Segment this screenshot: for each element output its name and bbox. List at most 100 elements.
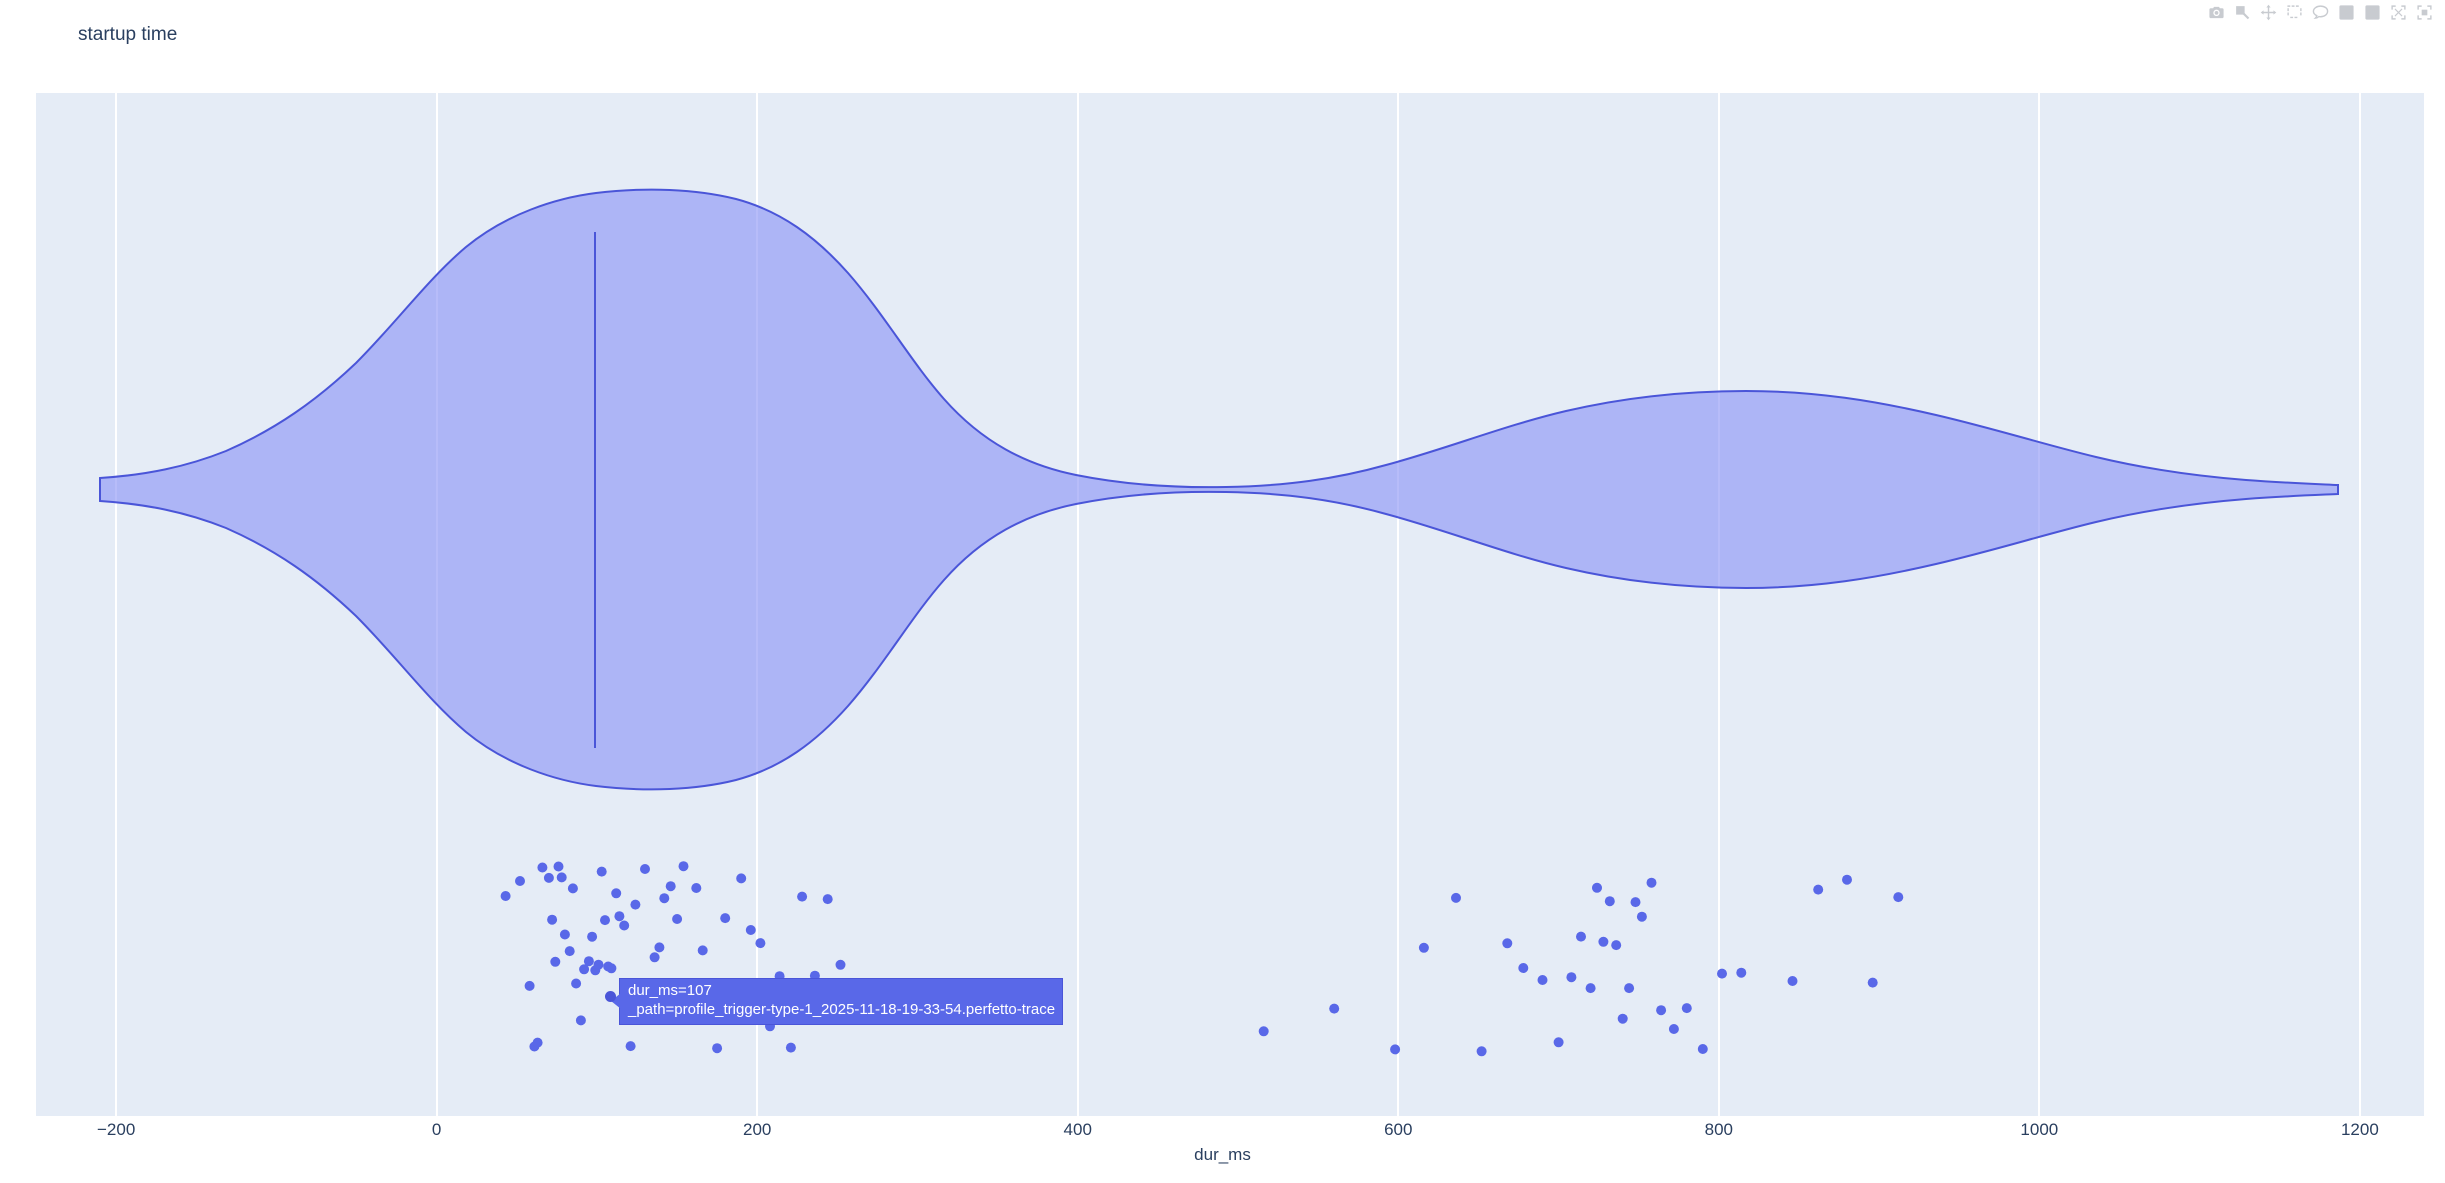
scatter-point[interactable]: [678, 861, 689, 872]
scatter-point[interactable]: [1611, 940, 1622, 951]
scatter-point[interactable]: [1842, 874, 1852, 885]
scatter-point[interactable]: [543, 872, 554, 883]
scatter-point[interactable]: [1656, 1005, 1667, 1016]
scatter-point[interactable]: [1451, 892, 1461, 903]
scatter-point[interactable]: [1476, 1046, 1487, 1057]
scatter-point[interactable]: [640, 864, 650, 874]
violin-body[interactable]: [99, 188, 2339, 791]
scatter-point[interactable]: [575, 1015, 586, 1026]
scatter-point[interactable]: [532, 1037, 543, 1048]
scatter-point[interactable]: [835, 959, 846, 970]
plot-area[interactable]: [36, 93, 2424, 1116]
scatter-point[interactable]: [579, 964, 590, 975]
scatter-point[interactable]: [736, 873, 747, 884]
scatter-point[interactable]: [553, 861, 564, 872]
scatter-point[interactable]: [547, 914, 558, 925]
scatter-point[interactable]: [720, 913, 731, 924]
autoscale-icon[interactable]: [2385, 1, 2411, 23]
scatter-point[interactable]: [1604, 896, 1615, 907]
scatter-point[interactable]: [1736, 967, 1747, 978]
scatter-point[interactable]: [515, 876, 525, 886]
scatter-point[interactable]: [583, 956, 594, 967]
scatter-point[interactable]: [672, 914, 683, 924]
scatter-point[interactable]: [611, 888, 622, 899]
download-plot-as-png-icon[interactable]: [2203, 1, 2229, 23]
scatter-point[interactable]: [785, 1042, 796, 1053]
scatter-point[interactable]: [537, 862, 548, 873]
scatter-point[interactable]: [797, 891, 808, 902]
scatter-point[interactable]: [1592, 882, 1602, 893]
scatter-point[interactable]: [524, 980, 535, 991]
lasso-select-icon[interactable]: [2307, 1, 2333, 23]
scatter-point[interactable]: [774, 971, 785, 982]
scatter-point[interactable]: [765, 1021, 775, 1032]
scatter-point[interactable]: [1566, 972, 1577, 983]
scatter-point[interactable]: [1867, 977, 1878, 988]
scatter-point[interactable]: [654, 942, 665, 953]
scatter-point[interactable]: [691, 883, 702, 893]
scatter-point[interactable]: [567, 883, 578, 894]
scatter-points[interactable]: [36, 93, 2424, 1116]
scatter-point[interactable]: [649, 952, 660, 963]
scatter-point[interactable]: [614, 911, 625, 922]
x-tick-1000: 1000: [2020, 1120, 2059, 1139]
zoom-in-icon[interactable]: [2333, 1, 2359, 23]
tooltip-line-1: dur_ms=107: [628, 982, 712, 999]
scatter-point[interactable]: [1630, 897, 1641, 908]
scatter-point[interactable]: [1787, 976, 1798, 986]
scatter-point[interactable]: [1668, 1024, 1679, 1034]
scatter-point[interactable]: [1585, 983, 1596, 994]
scatter-point[interactable]: [665, 881, 676, 892]
scatter-point[interactable]: [625, 1041, 636, 1052]
scatter-point[interactable]: [564, 946, 575, 957]
scatter-point[interactable]: [1697, 1044, 1708, 1054]
scatter-point[interactable]: [550, 956, 561, 967]
violin-trace[interactable]: [36, 93, 2424, 1116]
scatter-point[interactable]: [1624, 983, 1635, 994]
scatter-point[interactable]: [1598, 936, 1609, 947]
scatter-point[interactable]: [600, 915, 610, 926]
scatter-point[interactable]: [1646, 877, 1657, 888]
scatter-point[interactable]: [822, 894, 833, 905]
scatter-point[interactable]: [556, 872, 567, 883]
scatter-point[interactable]: [659, 893, 670, 904]
scatter-point[interactable]: [1258, 1026, 1269, 1037]
scatter-point[interactable]: [1537, 975, 1548, 985]
scatter-point[interactable]: [1553, 1037, 1564, 1048]
zoom-icon[interactable]: [2229, 1, 2255, 23]
scatter-point[interactable]: [809, 970, 820, 981]
plotly-modebar[interactable]: [2203, 0, 2437, 24]
zoom-out-icon[interactable]: [2359, 1, 2385, 23]
scatter-point[interactable]: [619, 920, 630, 931]
scatter-point[interactable]: [1576, 931, 1586, 942]
scatter-point[interactable]: [571, 978, 582, 989]
gridline--200: [115, 93, 118, 1116]
scatter-point[interactable]: [1418, 942, 1429, 953]
pan-icon[interactable]: [2255, 1, 2281, 23]
x-tick-200: 200: [743, 1120, 772, 1139]
scatter-point[interactable]: [1518, 963, 1529, 973]
scatter-point[interactable]: [1329, 1003, 1340, 1014]
scatter-point[interactable]: [712, 1043, 723, 1054]
scatter-point[interactable]: [630, 899, 641, 910]
scatter-point[interactable]: [500, 891, 511, 901]
scatter-point[interactable]: [1681, 1003, 1692, 1014]
scatter-point[interactable]: [697, 945, 708, 956]
scatter-point[interactable]: [559, 929, 570, 940]
scatter-point[interactable]: [596, 866, 607, 877]
scatter-point[interactable]: [1636, 911, 1647, 922]
box-select-icon[interactable]: [2281, 1, 2307, 23]
scatter-point[interactable]: [587, 931, 598, 942]
scatter-point[interactable]: [745, 925, 756, 935]
scatter-point[interactable]: [1717, 968, 1727, 979]
x-axis-tick-labels: −200 0 200 400 600 800 1000 1200: [36, 1120, 2424, 1146]
scatter-point[interactable]: [606, 963, 617, 974]
scatter-point[interactable]: [1502, 938, 1513, 949]
scatter-point[interactable]: [1390, 1044, 1401, 1055]
scatter-point[interactable]: [1813, 884, 1824, 895]
scatter-point[interactable]: [1617, 1013, 1628, 1024]
scatter-point[interactable]: [1893, 892, 1904, 903]
reset-axes-icon[interactable]: [2411, 1, 2437, 23]
scatter-point[interactable]: [593, 959, 604, 970]
scatter-point[interactable]: [755, 938, 766, 949]
